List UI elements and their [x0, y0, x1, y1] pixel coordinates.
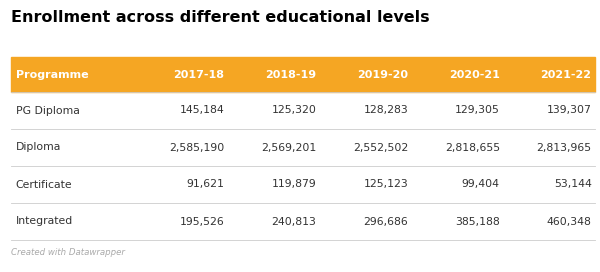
- Text: 2019-20: 2019-20: [357, 70, 408, 79]
- Text: 2,818,655: 2,818,655: [445, 143, 500, 153]
- Text: 2,569,201: 2,569,201: [261, 143, 316, 153]
- Text: 99,404: 99,404: [462, 180, 500, 190]
- Text: 2017-18: 2017-18: [173, 70, 224, 79]
- Text: Created with Datawrapper: Created with Datawrapper: [11, 248, 125, 257]
- Text: 145,184: 145,184: [180, 106, 224, 116]
- Text: PG Diploma: PG Diploma: [16, 106, 79, 116]
- Text: 240,813: 240,813: [271, 217, 316, 227]
- Text: 125,123: 125,123: [364, 180, 408, 190]
- Text: Programme: Programme: [16, 70, 88, 79]
- Text: Diploma: Diploma: [16, 143, 61, 153]
- Text: 460,348: 460,348: [547, 217, 592, 227]
- Text: 195,526: 195,526: [180, 217, 224, 227]
- Text: 125,320: 125,320: [271, 106, 316, 116]
- Text: 2018-19: 2018-19: [265, 70, 316, 79]
- Text: 2021-22: 2021-22: [541, 70, 592, 79]
- Text: 2,585,190: 2,585,190: [169, 143, 224, 153]
- Text: 91,621: 91,621: [187, 180, 224, 190]
- Text: 119,879: 119,879: [272, 180, 316, 190]
- Text: Integrated: Integrated: [16, 217, 73, 227]
- Text: Certificate: Certificate: [16, 180, 72, 190]
- Text: Enrollment across different educational levels: Enrollment across different educational …: [11, 10, 430, 25]
- Text: 129,305: 129,305: [455, 106, 500, 116]
- Text: 2020-21: 2020-21: [449, 70, 500, 79]
- Text: 2,813,965: 2,813,965: [536, 143, 592, 153]
- Text: 128,283: 128,283: [364, 106, 408, 116]
- Text: 296,686: 296,686: [364, 217, 408, 227]
- Text: 139,307: 139,307: [547, 106, 592, 116]
- Text: 2,552,502: 2,552,502: [353, 143, 408, 153]
- Text: 385,188: 385,188: [455, 217, 500, 227]
- Text: 53,144: 53,144: [554, 180, 592, 190]
